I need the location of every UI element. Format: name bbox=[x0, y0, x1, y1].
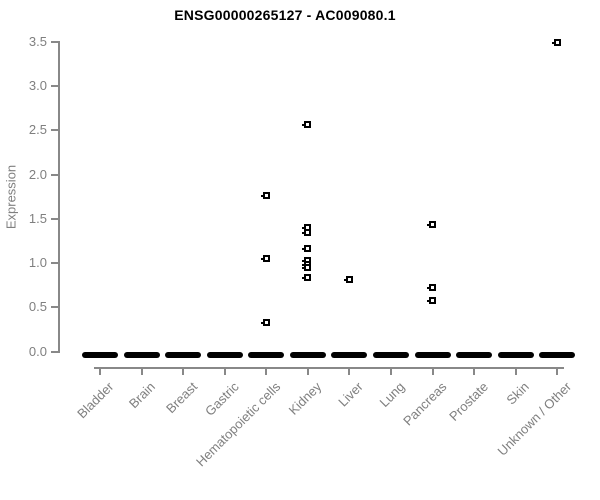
x-category-label: Liver bbox=[335, 379, 367, 410]
x-category-label: Breast bbox=[162, 379, 200, 417]
x-category-label: Lung bbox=[376, 379, 408, 411]
zero-expression-bar bbox=[539, 352, 576, 358]
x-category-label: Unknown / Other bbox=[494, 379, 574, 459]
y-axis-line bbox=[58, 41, 60, 353]
x-axis-tick bbox=[473, 367, 476, 375]
data-point bbox=[302, 244, 312, 252]
x-axis-tick bbox=[431, 367, 434, 375]
y-axis-tick bbox=[51, 84, 58, 87]
data-point bbox=[260, 318, 270, 326]
chart-title: ENSG00000265127 - AC009080.1 bbox=[174, 7, 396, 23]
data-point bbox=[302, 273, 312, 281]
y-axis-tick bbox=[51, 350, 58, 353]
data-point bbox=[427, 296, 437, 304]
y-tick-label: 2.0 bbox=[28, 166, 47, 182]
y-axis-tick bbox=[51, 217, 58, 220]
data-point bbox=[427, 220, 437, 228]
x-category-label: Brain bbox=[126, 379, 159, 412]
data-point bbox=[302, 121, 312, 129]
zero-expression-bar bbox=[414, 352, 451, 358]
zero-expression-bar bbox=[372, 352, 409, 358]
zero-expression-bar bbox=[206, 352, 243, 358]
x-axis-tick bbox=[306, 367, 309, 375]
data-point bbox=[260, 192, 270, 200]
data-point bbox=[551, 39, 561, 47]
zero-expression-bar bbox=[165, 352, 202, 358]
x-category-label: Bladder bbox=[74, 379, 117, 422]
zero-expression-bar bbox=[456, 352, 493, 358]
x-axis-tick bbox=[389, 367, 392, 375]
y-tick-label: 2.5 bbox=[28, 122, 47, 138]
x-category-label: Prostate bbox=[445, 379, 491, 424]
y-tick-label: 0.0 bbox=[28, 343, 47, 359]
y-axis-tick bbox=[51, 306, 58, 309]
y-tick-label: 1.0 bbox=[28, 255, 47, 271]
x-axis-tick bbox=[182, 367, 185, 375]
zero-expression-bar bbox=[289, 352, 326, 358]
data-point bbox=[302, 264, 312, 272]
y-tick-label: 0.5 bbox=[28, 299, 47, 315]
x-category-label: Kidney bbox=[285, 379, 325, 418]
x-axis-tick bbox=[140, 367, 143, 375]
y-axis-tick bbox=[51, 129, 58, 132]
zero-expression-bar bbox=[331, 352, 368, 358]
zero-expression-bar bbox=[123, 352, 160, 358]
zero-expression-bar bbox=[497, 352, 534, 358]
y-tick-label: 3.5 bbox=[28, 33, 47, 49]
y-axis-tick bbox=[51, 40, 58, 43]
x-axis-tick bbox=[99, 367, 101, 375]
x-axis-tick bbox=[265, 367, 268, 375]
x-axis-tick bbox=[348, 367, 351, 375]
data-point bbox=[343, 276, 353, 284]
x-category-label: Gastric bbox=[201, 379, 242, 419]
y-tick-label: 3.0 bbox=[28, 77, 47, 93]
x-axis-tick bbox=[223, 367, 226, 375]
zero-expression-bar bbox=[82, 352, 118, 358]
y-tick-label: 1.5 bbox=[28, 210, 47, 226]
y-axis-tick bbox=[51, 262, 58, 265]
x-category-label: Skin bbox=[503, 379, 533, 408]
x-axis-tick bbox=[514, 367, 517, 375]
x-axis-line bbox=[94, 367, 564, 369]
data-point bbox=[302, 228, 312, 236]
y-axis-tick bbox=[51, 173, 58, 176]
zero-expression-bar bbox=[248, 352, 285, 358]
x-category-label: Pancreas bbox=[399, 379, 450, 429]
data-point bbox=[427, 284, 437, 292]
data-point bbox=[260, 255, 270, 263]
x-axis-tick bbox=[556, 367, 559, 375]
